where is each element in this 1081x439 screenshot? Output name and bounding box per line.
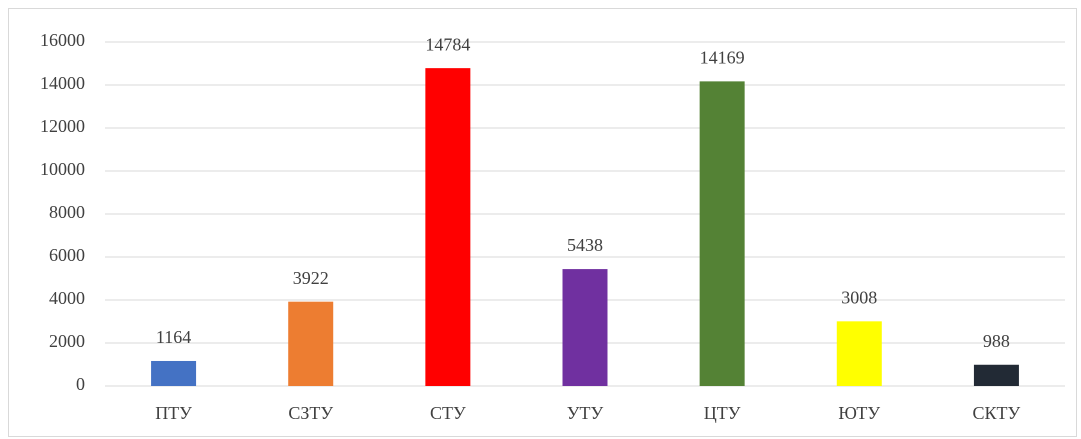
x-tick-label: СТУ <box>430 403 466 423</box>
y-tick-label: 6000 <box>49 245 85 265</box>
data-label: 988 <box>983 331 1010 351</box>
y-tick-label: 10000 <box>40 159 85 179</box>
x-tick-label: СЗТУ <box>288 403 333 423</box>
y-tick-label: 2000 <box>49 331 85 351</box>
x-tick-label: ПТУ <box>155 403 192 423</box>
x-tick-label: ЦТУ <box>704 403 741 423</box>
y-tick-label: 0 <box>76 374 85 394</box>
bar <box>425 68 471 387</box>
data-label: 14784 <box>425 34 470 54</box>
x-tick-label: СКТУ <box>973 403 1021 423</box>
x-tick-label: УТУ <box>567 403 604 423</box>
bar <box>288 301 334 386</box>
bar <box>562 269 608 386</box>
bar <box>699 81 745 386</box>
y-tick-label: 16000 <box>40 30 85 50</box>
data-label: 3008 <box>841 287 877 307</box>
data-label: 14169 <box>700 47 745 67</box>
y-tick-label: 8000 <box>49 202 85 222</box>
y-tick-label: 14000 <box>40 73 85 93</box>
data-label: 1164 <box>156 327 191 347</box>
data-label: 3922 <box>293 268 329 288</box>
x-tick-label: ЮТУ <box>838 403 880 423</box>
bar <box>973 364 1019 386</box>
y-tick-label: 12000 <box>40 116 85 136</box>
data-label: 5438 <box>567 235 603 255</box>
bar <box>151 360 197 386</box>
bar <box>836 321 882 386</box>
y-tick-label: 4000 <box>49 288 85 308</box>
